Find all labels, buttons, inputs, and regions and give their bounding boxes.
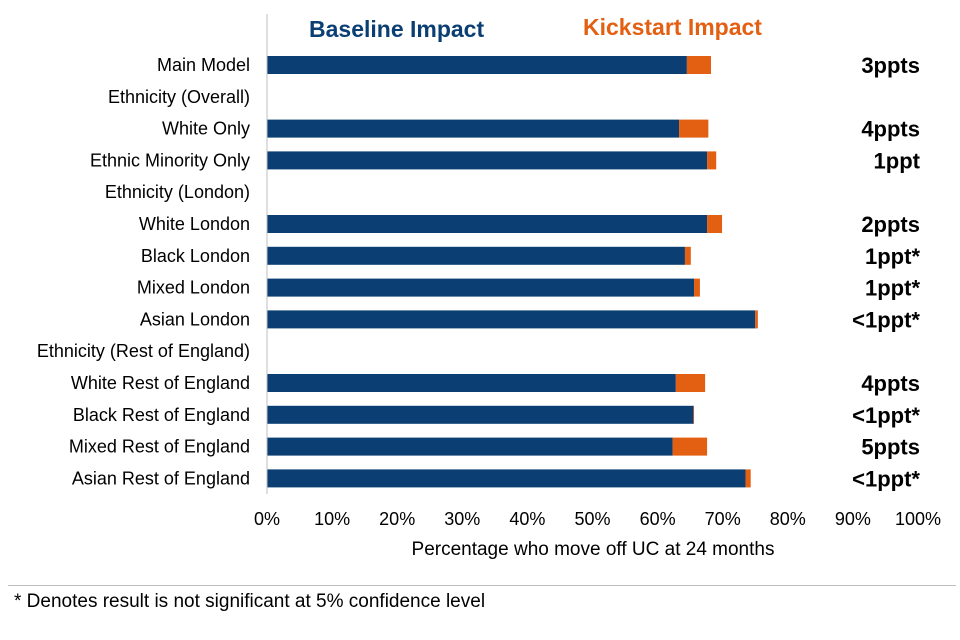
category-label-ethnicity-rest-of-england: Ethnicity (Rest of England) [37, 341, 250, 361]
bar-kickstart-impact-mixed-rest-of-england [672, 437, 708, 456]
stacked-bar-chart: Baseline Impact Kickstart Impact Main Mo… [37, 14, 941, 560]
x-tick-0: 0% [254, 509, 280, 529]
impact-label-mixed-london: 1ppt* [865, 276, 920, 301]
category-label-main-model: Main Model [157, 55, 250, 75]
bar-baseline-impact-asian-rest-of-england [267, 469, 746, 488]
chart-legend: Baseline Impact Kickstart Impact [309, 14, 762, 42]
category-label-white-only: White Only [162, 119, 250, 139]
bar-kickstart-impact-asian-rest-of-england [745, 469, 751, 488]
category-label-asian-rest-of-england: Asian Rest of England [72, 468, 250, 488]
x-tick-50: 50% [574, 509, 610, 529]
category-label-ethnic-minority-only: Ethnic Minority Only [90, 150, 250, 170]
x-axis-label: Percentage who move off UC at 24 months [412, 539, 775, 560]
x-tick-30: 30% [444, 509, 480, 529]
bar-kickstart-impact-mixed-london [694, 278, 700, 297]
bar-baseline-impact-mixed-london [267, 278, 695, 297]
bar-baseline-impact-mixed-rest-of-england [267, 437, 673, 456]
category-label-asian-london: Asian London [140, 309, 250, 329]
x-tick-40: 40% [509, 509, 545, 529]
bar-baseline-impact-white-only [267, 119, 680, 138]
category-label-black-london: Black London [141, 246, 250, 266]
legend-baseline: Baseline Impact [309, 16, 484, 42]
impact-label-asian-rest-of-england: <1ppt* [852, 466, 920, 491]
x-tick-80: 80% [770, 509, 806, 529]
footer-divider [8, 585, 956, 586]
impact-label-white-only: 4ppts [861, 117, 920, 142]
impact-label-white-rest-of-england: 4ppts [861, 371, 920, 396]
impact-label-black-rest-of-england: <1ppt* [852, 403, 920, 428]
category-label-white-london: White London [139, 214, 250, 234]
x-tick-100: 100% [895, 509, 941, 529]
bars [267, 56, 758, 488]
bar-kickstart-impact-black-rest-of-england [693, 405, 695, 424]
category-label-ethnicity-london: Ethnicity (London) [105, 182, 250, 202]
bar-baseline-impact-ethnic-minority-only [267, 151, 708, 170]
bar-kickstart-impact-black-london [684, 246, 691, 265]
category-label-black-rest-of-england: Black Rest of England [73, 405, 250, 425]
impact-label-white-london: 2ppts [861, 212, 920, 237]
bar-kickstart-impact-asian-london [755, 310, 758, 329]
bar-kickstart-impact-white-london [707, 215, 723, 233]
category-labels: Main Model Ethnicity (Overall) White Only E… [37, 55, 250, 488]
category-label-white-rest-of-england: White Rest of England [71, 373, 250, 393]
x-tick-10: 10% [314, 509, 350, 529]
x-tick-labels: 0% 10% 20% 30% 40% 50% 60% 70% 80% 90% 100% [254, 509, 941, 529]
bar-baseline-impact-white-rest-of-england [267, 374, 676, 392]
category-label-ethnicity-overall: Ethnicity (Overall) [108, 87, 250, 107]
impact-labels: 3ppts 4ppts 1ppt 2ppts 1ppt* 1ppt* <1ppt* 4ppts… [852, 53, 921, 491]
bar-baseline-impact-black-london [267, 246, 685, 265]
x-tick-70: 70% [705, 509, 741, 529]
bar-kickstart-impact-main-model [686, 56, 711, 74]
x-tick-60: 60% [640, 509, 676, 529]
category-label-mixed-rest-of-england: Mixed Rest of England [69, 437, 250, 457]
impact-label-main-model: 3ppts [861, 53, 920, 78]
bar-baseline-impact-asian-london [267, 310, 756, 329]
impact-label-ethnic-minority-only: 1ppt [874, 148, 921, 173]
bar-kickstart-impact-white-rest-of-england [675, 374, 706, 392]
legend-kickstart: Kickstart Impact [583, 14, 762, 40]
bar-baseline-impact-main-model [267, 56, 687, 74]
footnote: * Denotes result is not significant at 5… [14, 591, 486, 612]
bar-baseline-impact-white-london [267, 215, 708, 233]
bar-kickstart-impact-white-only [679, 119, 709, 138]
x-tick-20: 20% [379, 509, 415, 529]
impact-label-asian-london: <1ppt* [852, 307, 920, 332]
bar-baseline-impact-black-rest-of-england [267, 405, 694, 424]
impact-label-black-london: 1ppt* [865, 244, 920, 269]
impact-label-mixed-rest-of-england: 5ppts [861, 435, 920, 460]
category-label-mixed-london: Mixed London [137, 278, 250, 298]
bar-kickstart-impact-ethnic-minority-only [707, 151, 717, 170]
x-tick-90: 90% [835, 509, 871, 529]
